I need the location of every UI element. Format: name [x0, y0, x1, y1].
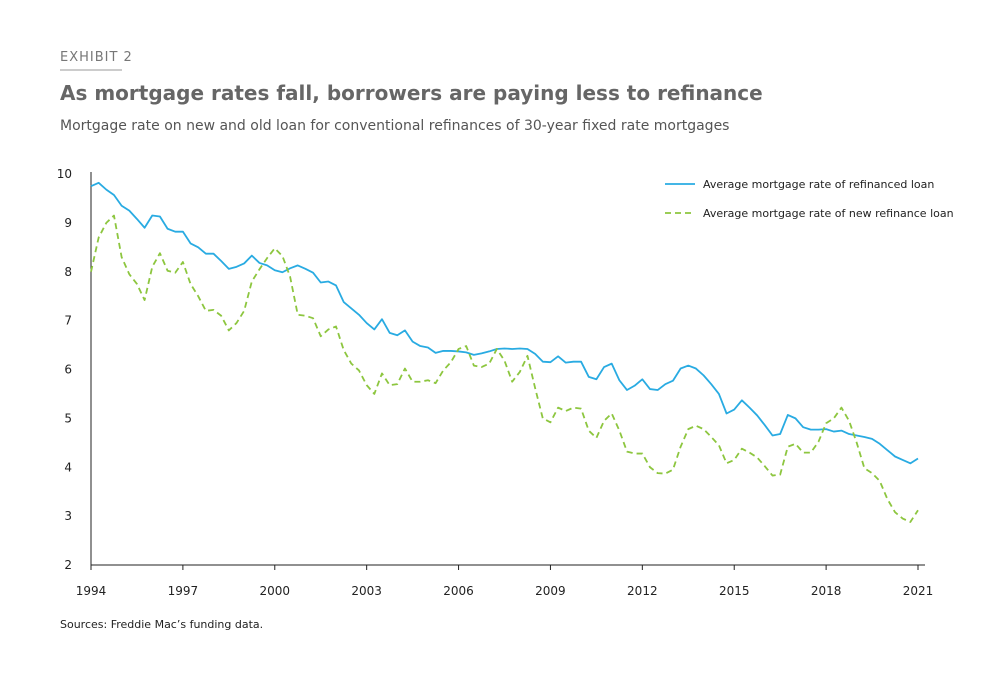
y-tick-label: 6 — [64, 363, 72, 377]
y-tick-label: 4 — [64, 460, 72, 474]
x-tick-label: 2009 — [535, 584, 566, 598]
chart-title: As mortgage rates fall, borrowers are pa… — [60, 81, 763, 105]
legend-label: Average mortgage rate of new refinance l… — [703, 207, 954, 220]
legend-label: Average mortgage rate of refinanced loan — [703, 178, 934, 191]
x-tick-label: 2018 — [811, 584, 842, 598]
y-tick-label: 3 — [64, 509, 72, 523]
chart-subtitle: Mortgage rate on new and old loan for co… — [60, 118, 729, 134]
y-tick-label: 8 — [64, 265, 72, 279]
y-tick-label: 2 — [64, 558, 72, 572]
x-tick-label: 1997 — [168, 584, 199, 598]
series-line — [90, 214, 919, 523]
x-tick-label: 1994 — [76, 584, 107, 598]
x-tick-label: 2015 — [719, 584, 750, 598]
y-tick-label: 9 — [64, 216, 72, 230]
y-tick-label: 7 — [64, 314, 72, 328]
y-tick-label: 10 — [57, 167, 72, 181]
source-note: Sources: Freddie Mac’s funding data. — [60, 618, 263, 631]
series-line — [90, 181, 919, 465]
x-tick-label: 2000 — [260, 584, 291, 598]
y-tick-label: 5 — [64, 411, 72, 425]
x-tick-label: 2006 — [443, 584, 474, 598]
x-tick-label: 2003 — [351, 584, 382, 598]
x-tick-label: 2021 — [903, 584, 934, 598]
exhibit-label: EXHIBIT 2 — [60, 50, 133, 65]
x-tick-label: 2012 — [627, 584, 658, 598]
